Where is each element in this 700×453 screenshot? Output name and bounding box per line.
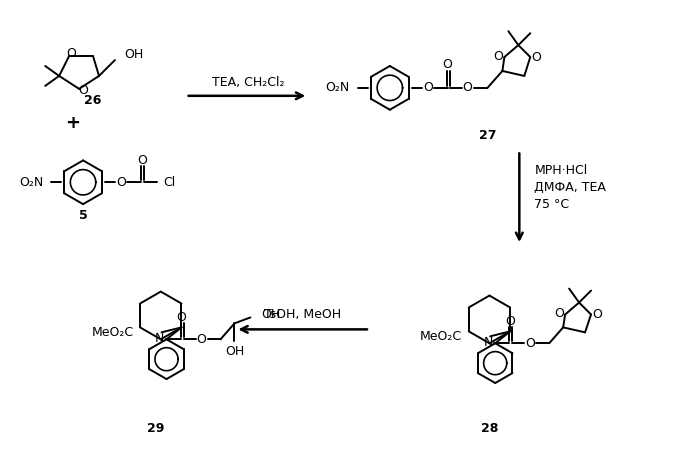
- Text: O: O: [176, 311, 187, 324]
- Text: MeO₂C: MeO₂C: [92, 326, 134, 339]
- Text: ДМФА, TEA: ДМФА, TEA: [534, 181, 606, 194]
- Text: O: O: [463, 82, 473, 94]
- Text: N: N: [155, 332, 164, 345]
- Text: OH: OH: [225, 345, 244, 358]
- Text: O: O: [592, 308, 602, 321]
- Text: MPH·HCl: MPH·HCl: [534, 164, 587, 177]
- Text: MeO₂C: MeO₂C: [420, 330, 462, 343]
- Text: 5: 5: [78, 208, 88, 222]
- Text: OH: OH: [124, 48, 144, 61]
- Text: O: O: [494, 49, 503, 63]
- Text: TEA, CH₂Cl₂: TEA, CH₂Cl₂: [212, 77, 285, 89]
- Text: O: O: [197, 333, 206, 346]
- Text: O: O: [423, 82, 433, 94]
- Text: +: +: [66, 114, 80, 132]
- Text: O₂N: O₂N: [19, 176, 43, 189]
- Text: Cl: Cl: [164, 176, 176, 189]
- Text: O: O: [505, 315, 515, 328]
- Text: O: O: [525, 337, 536, 350]
- Text: 29: 29: [147, 422, 164, 435]
- Text: 28: 28: [481, 422, 498, 435]
- Text: O: O: [442, 58, 452, 72]
- Text: O₂N: O₂N: [326, 82, 350, 94]
- Text: TsOH, MeOH: TsOH, MeOH: [264, 308, 341, 321]
- Text: O: O: [116, 176, 126, 189]
- Text: O: O: [78, 84, 88, 97]
- Text: O: O: [66, 47, 76, 60]
- Text: O: O: [137, 154, 147, 167]
- Text: 26: 26: [84, 94, 102, 107]
- Text: O: O: [531, 51, 541, 63]
- Text: N: N: [484, 336, 493, 349]
- Text: O: O: [554, 307, 564, 320]
- Text: 75 °C: 75 °C: [534, 198, 569, 211]
- Text: OH: OH: [261, 308, 281, 321]
- Text: 27: 27: [479, 129, 496, 142]
